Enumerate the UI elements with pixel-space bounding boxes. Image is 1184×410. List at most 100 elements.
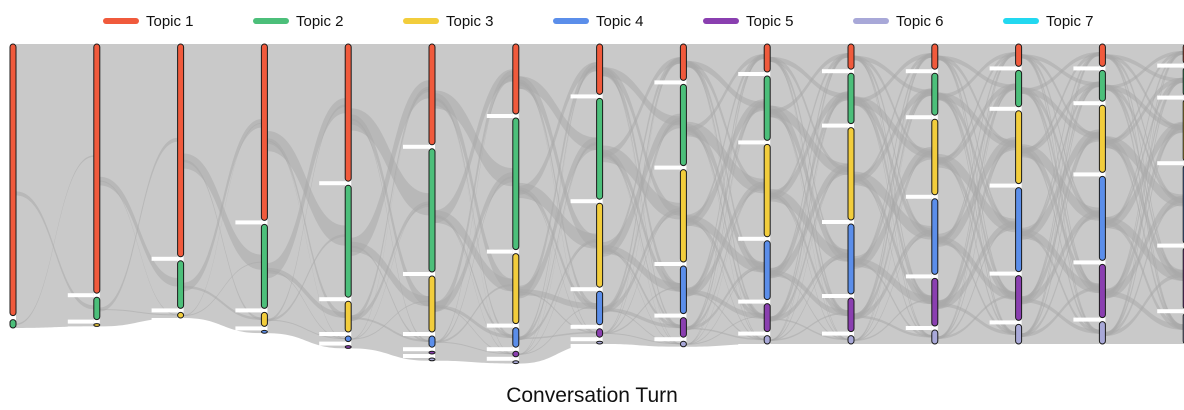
- topic-flow-ribbon: [1105, 290, 1184, 330]
- topic-flow-ribbon: [1021, 298, 1100, 334]
- node-gap: [989, 183, 1016, 188]
- topic-flow-ribbon: [770, 312, 848, 341]
- topic-flow-ribbon: [267, 270, 346, 340]
- topic-flow-ribbon: [686, 291, 765, 341]
- topic-flow-ribbon: [267, 140, 346, 340]
- topic-flow-ribbon: [937, 159, 1016, 335]
- topic-flow-ribbon: [602, 117, 681, 313]
- node-turn-14-topic-3: [1098, 104, 1106, 173]
- topic-flow-ribbon: [937, 52, 1016, 339]
- node-gap: [570, 344, 597, 348]
- legend-label-topic-4: Topic 4: [596, 12, 644, 30]
- topic-flow-ribbon: [518, 240, 597, 355]
- topic-flow-ribbon: [937, 55, 1016, 228]
- node-gap: [1157, 161, 1184, 166]
- topic-flow-ribbon: [854, 55, 932, 95]
- topic-flow-ribbon: [1021, 148, 1100, 334]
- topic-flow-ribbon: [1021, 52, 1100, 153]
- node-turn-7-topic-6: [512, 360, 520, 365]
- topic-flow-ribbon: [183, 153, 262, 270]
- topic-flow-ribbon: [854, 96, 932, 158]
- topic-flow-ribbon: [770, 108, 848, 317]
- topic-flow-ribbon: [1105, 51, 1184, 225]
- node-gap: [822, 344, 848, 348]
- topic-flow-ribbon: [518, 76, 597, 248]
- topic-flow-ribbon: [1105, 78, 1184, 336]
- legend-label-topic-6: Topic 6: [896, 12, 944, 30]
- topic-flow-ribbon: [854, 55, 932, 236]
- node-gap: [822, 331, 848, 336]
- node-gap: [403, 360, 429, 365]
- legend-item-topic-7: Topic 7: [1003, 9, 1094, 33]
- node-gap: [738, 72, 765, 76]
- topic-flow-ribbon: [686, 315, 765, 345]
- topic-flow-ribbon: [435, 69, 513, 223]
- topic-flow-ribbon: [1105, 139, 1184, 330]
- topic-flow-ribbon: [518, 62, 597, 297]
- topic-flow-ribbon: [1105, 54, 1184, 203]
- node-gap: [486, 356, 513, 361]
- node-turn-7-topic-2: [512, 117, 520, 251]
- topic-flow-ribbon: [435, 70, 513, 312]
- node-gap: [905, 326, 932, 330]
- topic-flow-ribbon: [770, 91, 848, 278]
- topic-flow-ribbon: [770, 93, 848, 322]
- topic-flow-ribbon: [435, 216, 513, 355]
- node-gap: [319, 341, 346, 346]
- topic-flow-ribbon: [1021, 231, 1100, 334]
- topic-flow-ribbon: [1021, 52, 1100, 93]
- node-gap: [738, 140, 765, 145]
- node-turn-5-topic-3: [344, 300, 352, 333]
- topic-flow-ribbon: [1105, 77, 1184, 297]
- node-turn-11-topic-2: [847, 72, 855, 125]
- node-gap: [235, 326, 262, 331]
- topic-flow-ribbon: [1105, 51, 1184, 90]
- legend-item-topic-6: Topic 6: [853, 9, 944, 33]
- topic-flow-ribbon: [937, 142, 1016, 339]
- topic-flow-ribbon: [937, 55, 1016, 299]
- topic-flow-ribbon: [602, 69, 681, 329]
- topic-flow-ribbon: [351, 245, 429, 343]
- topic-flow-ribbon: [854, 88, 932, 183]
- topic-flow-ribbon: [854, 53, 932, 104]
- topic-flow-ribbon: [686, 54, 765, 331]
- topic-flow-ribbon: [686, 54, 765, 295]
- topic-flow-ribbon: [854, 88, 932, 267]
- node-gap: [570, 324, 597, 329]
- topic-flow-ribbon: [770, 53, 848, 276]
- topic-flow-ribbon: [1021, 52, 1100, 337]
- node-turn-10-topic-1: [763, 43, 771, 73]
- topic-flow-ribbon: [518, 81, 597, 334]
- node-gap: [403, 354, 429, 358]
- sankey-chart: [9, 43, 1184, 368]
- node-gap: [486, 249, 513, 254]
- topic-flow-ribbon: [686, 181, 765, 297]
- topic-flow-ribbon: [351, 241, 429, 307]
- node-gap: [1157, 63, 1184, 68]
- topic-flow-ribbon: [770, 254, 848, 341]
- node-gap: [822, 123, 848, 128]
- node-gap: [905, 69, 932, 74]
- topic-flow-ribbon: [937, 92, 1016, 148]
- topic-flow-ribbon: [1105, 77, 1184, 226]
- topic-flow-ribbon: [1021, 81, 1100, 154]
- node-gap: [1073, 317, 1100, 322]
- topic-flow-ribbon: [435, 306, 513, 355]
- topic-flow-ribbon: [435, 97, 513, 339]
- topic-flow-ribbon: [518, 291, 597, 334]
- topic-flow-ribbon: [435, 74, 513, 344]
- node-gap: [905, 194, 932, 199]
- topic-flow-ribbon: [686, 217, 765, 319]
- topic-flow-ribbon: [937, 224, 1016, 339]
- topic-flow-ribbon: [937, 294, 1016, 339]
- topic-flow-ribbon: [937, 83, 1016, 244]
- topic-flow-ribbon: [602, 153, 681, 345]
- node-turn-2-topic-3: [93, 323, 101, 327]
- topic-flow-ribbon: [1021, 81, 1100, 237]
- node-gap: [989, 66, 1016, 71]
- node-gap: [654, 337, 681, 342]
- node-turn-10-topic-5: [763, 303, 771, 333]
- topic-flow-ribbon: [518, 141, 597, 341]
- node-gap: [235, 308, 262, 313]
